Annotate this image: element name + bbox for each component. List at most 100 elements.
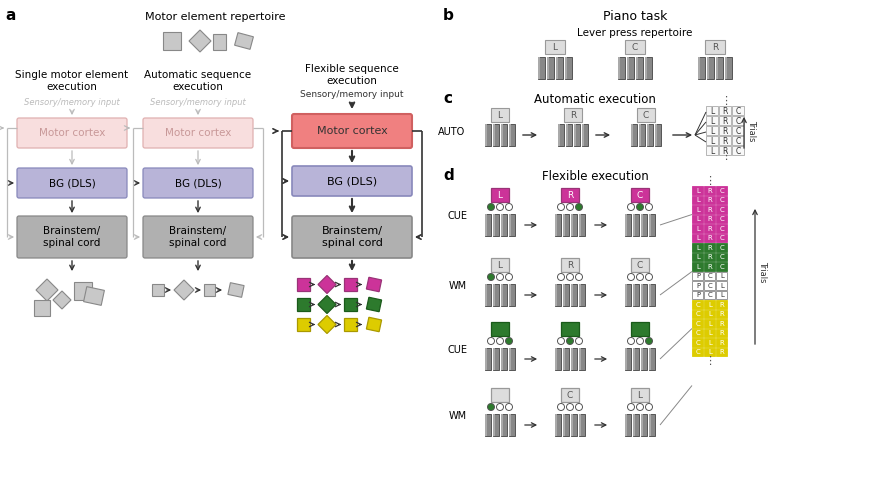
Bar xyxy=(579,348,580,370)
Text: L: L xyxy=(709,126,713,135)
Text: L: L xyxy=(707,330,711,336)
Bar xyxy=(691,243,702,252)
Bar xyxy=(508,214,510,236)
Polygon shape xyxy=(36,279,58,301)
Bar xyxy=(501,214,507,236)
Text: a: a xyxy=(5,8,16,23)
Text: L: L xyxy=(720,283,723,289)
FancyBboxPatch shape xyxy=(17,118,127,148)
Bar xyxy=(484,348,487,370)
Bar xyxy=(490,322,508,336)
Text: C: C xyxy=(631,43,637,52)
Text: C: C xyxy=(695,330,700,336)
Bar xyxy=(484,284,490,306)
Bar xyxy=(490,108,508,122)
Circle shape xyxy=(496,403,503,410)
Bar xyxy=(715,57,717,79)
Circle shape xyxy=(505,403,512,410)
Bar xyxy=(633,414,638,436)
Text: Sensory/memory input: Sensory/memory input xyxy=(24,98,120,107)
Bar xyxy=(508,124,510,146)
Text: BG (DLS): BG (DLS) xyxy=(175,178,221,188)
Text: execution: execution xyxy=(326,76,377,86)
Bar xyxy=(508,284,514,306)
Bar xyxy=(570,284,573,306)
Bar xyxy=(705,136,717,145)
Bar xyxy=(715,319,726,328)
Bar xyxy=(493,414,494,436)
Text: R: R xyxy=(711,43,717,52)
Text: R: R xyxy=(719,349,724,355)
Bar xyxy=(203,284,215,296)
Bar xyxy=(501,414,507,436)
Bar xyxy=(484,214,490,236)
Bar xyxy=(579,214,584,236)
Bar xyxy=(715,243,726,252)
Bar xyxy=(624,284,630,306)
Bar xyxy=(624,214,630,236)
Text: R: R xyxy=(719,321,724,327)
Text: C: C xyxy=(719,264,724,270)
FancyBboxPatch shape xyxy=(143,168,253,198)
Bar xyxy=(691,300,702,309)
Bar xyxy=(718,116,730,125)
Text: L: L xyxy=(695,197,700,203)
Bar xyxy=(718,146,730,155)
Text: C: C xyxy=(719,226,724,232)
Bar xyxy=(705,126,717,135)
Bar xyxy=(490,188,508,202)
Bar xyxy=(691,329,702,337)
Bar xyxy=(715,233,726,242)
Circle shape xyxy=(645,203,652,210)
Text: P: P xyxy=(695,273,700,279)
Text: ⋮: ⋮ xyxy=(720,151,730,161)
Circle shape xyxy=(487,203,494,210)
Bar xyxy=(343,318,356,331)
Text: C: C xyxy=(719,197,724,203)
Polygon shape xyxy=(174,280,194,300)
Text: L: L xyxy=(695,235,700,241)
Bar xyxy=(630,124,633,146)
Bar xyxy=(731,106,743,115)
Text: L: L xyxy=(707,302,711,308)
Bar xyxy=(296,298,309,311)
Text: Brainstem/: Brainstem/ xyxy=(322,226,382,236)
Bar xyxy=(508,214,514,236)
Bar xyxy=(493,124,494,146)
Bar xyxy=(731,126,743,135)
Text: C: C xyxy=(695,349,700,355)
Bar xyxy=(484,124,487,146)
Bar xyxy=(640,414,647,436)
Circle shape xyxy=(566,338,573,345)
Text: C: C xyxy=(719,245,724,250)
Text: ⋮: ⋮ xyxy=(704,176,714,186)
Circle shape xyxy=(636,403,643,410)
Text: R: R xyxy=(719,302,724,308)
Text: L: L xyxy=(695,264,700,270)
Bar xyxy=(554,348,556,370)
Circle shape xyxy=(566,403,573,410)
Bar xyxy=(703,300,714,309)
Bar xyxy=(296,278,309,291)
Text: C: C xyxy=(695,302,700,308)
Bar xyxy=(562,348,564,370)
Bar xyxy=(501,414,502,436)
Bar xyxy=(508,124,514,146)
Bar xyxy=(554,214,556,236)
Bar xyxy=(703,272,714,280)
Bar xyxy=(562,284,564,306)
Text: C: C xyxy=(734,146,740,155)
Text: Sensory/memory input: Sensory/memory input xyxy=(150,98,246,107)
Circle shape xyxy=(505,274,512,281)
Bar xyxy=(691,348,702,356)
Bar xyxy=(163,32,181,50)
Bar xyxy=(715,205,726,213)
Bar xyxy=(624,414,630,436)
Bar xyxy=(705,146,717,155)
Bar xyxy=(296,318,309,331)
Bar xyxy=(703,348,714,356)
Bar xyxy=(564,57,571,79)
Bar xyxy=(570,214,576,236)
Circle shape xyxy=(496,338,503,345)
Bar xyxy=(490,258,508,272)
